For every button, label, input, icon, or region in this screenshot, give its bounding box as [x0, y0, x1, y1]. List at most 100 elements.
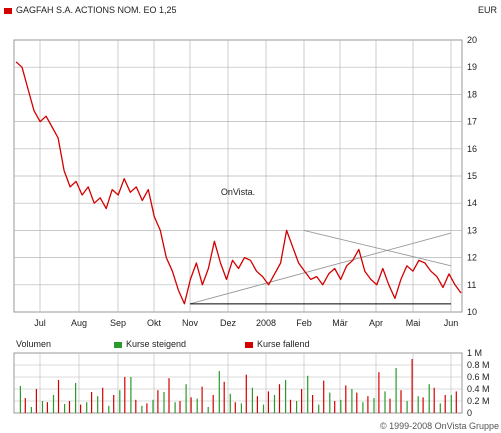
x-tick-label: Jul: [34, 318, 46, 328]
volume-bar-down: [389, 398, 391, 413]
volume-bar-down: [157, 390, 159, 413]
volume-bar-down: [80, 404, 82, 413]
volume-bar-down: [135, 399, 137, 413]
volume-bar-down: [411, 359, 413, 413]
volume-bar-up: [86, 402, 88, 413]
volume-bar-down: [422, 397, 424, 413]
x-tick-label: Mär: [332, 318, 348, 328]
volume-bar-up: [395, 368, 397, 413]
volume-bar-up: [174, 402, 176, 413]
y-tick-label: 20: [467, 35, 477, 45]
y-tick-label: 13: [467, 225, 477, 235]
y-tick-label: 10: [467, 307, 477, 317]
volume-bar-up: [41, 401, 44, 413]
volume-bar-down: [400, 390, 402, 413]
volume-bar-down: [267, 391, 269, 413]
y-tick-label: 16: [467, 144, 477, 154]
volume-bar-up: [296, 401, 298, 413]
x-tick-label: Feb: [296, 318, 312, 328]
copyright: © 1999-2008 OnVista Gruppe: [379, 421, 499, 431]
volume-bar-down: [190, 397, 192, 413]
chart-header: GAGFAH S.A. ACTIONS NOM. EO 1,25 EUR: [4, 5, 497, 19]
legend-down-text: Kurse fallend: [257, 339, 310, 349]
legend-up-text: Kurse steigend: [126, 339, 187, 349]
volume-bar-up: [340, 399, 342, 413]
x-tick-label: Aug: [71, 318, 87, 328]
volume-bar-up: [439, 403, 441, 413]
y-tick-label: 12: [467, 253, 477, 263]
y-tick-label: 11: [467, 280, 476, 290]
volume-bar-up: [262, 404, 265, 413]
volume-y-tick-label: 0.2 M: [467, 396, 490, 406]
volume-bar-down: [323, 380, 325, 413]
y-tick-label: 19: [467, 62, 477, 72]
price-series-line: [15, 61, 462, 305]
chart-title-text: GAGFAH S.A. ACTIONS NOM. EO 1,25: [16, 5, 177, 15]
volume-bar-up: [52, 395, 55, 413]
volume-bar-up: [373, 398, 375, 413]
volume-bar-up: [64, 404, 66, 413]
x-tick-label: Apr: [369, 318, 383, 328]
x-tick-label: Mai: [406, 318, 421, 328]
volume-bar-up: [273, 395, 276, 413]
price-legend-swatch: [4, 7, 12, 14]
volume-bar-up: [185, 384, 187, 413]
volume-bar-down: [378, 372, 380, 413]
volume-bar-down: [46, 402, 48, 413]
volume-bar-up: [362, 402, 364, 413]
volume-bar-down: [57, 380, 60, 413]
volume-bar-up: [75, 383, 77, 413]
volume-bar-up: [318, 404, 320, 413]
volume-bar-down: [433, 387, 435, 413]
legend-down-swatch: [245, 341, 253, 348]
y-tick-label: 15: [467, 171, 477, 181]
volume-bar-down: [102, 387, 104, 413]
volume-label: Volumen: [16, 339, 52, 349]
x-tick-label: Nov: [182, 318, 199, 328]
volume-bar-down: [301, 389, 303, 413]
volume-bar-down: [278, 384, 281, 413]
volume-bar-up: [406, 401, 408, 413]
volume-bar-down: [201, 386, 203, 413]
y-tick-label: 17: [467, 117, 477, 127]
volume-y-tick-label: 1 M: [467, 348, 482, 358]
volume-bar-up: [108, 405, 110, 413]
currency-label: EUR: [477, 5, 497, 15]
volume-bar-down: [234, 402, 236, 413]
chart-title: GAGFAH S.A. ACTIONS NOM. EO 1,25: [4, 5, 177, 15]
volume-bar-down: [289, 399, 292, 413]
volume-y-tick-label: 0.6 M: [467, 372, 490, 382]
volume-bar-up: [285, 380, 287, 413]
volume-bar-up: [307, 375, 309, 413]
legend-up: Kurse steigend: [114, 339, 186, 349]
volume-bar-up: [384, 391, 386, 413]
volume-bar-up: [229, 393, 231, 413]
volume-bar-down: [312, 395, 314, 413]
volume-bar-up: [329, 392, 331, 413]
volume-bar-up: [218, 371, 220, 413]
volume-bar-down: [256, 396, 258, 413]
volume-bar-up: [97, 396, 99, 413]
volume-bar-up: [207, 407, 209, 413]
x-tick-label: Sep: [110, 318, 126, 328]
volume-bar-up: [240, 403, 242, 413]
x-tick-label: Jun: [444, 318, 459, 328]
volume-bar-up: [450, 395, 452, 413]
legend-up-swatch: [114, 341, 122, 348]
price-panel: OnVista. 10 11 12 13 14 15 16 17 18 19 20 Jul Aug Sep O…: [13, 35, 477, 328]
volume-header: Volumen Kurse steigend Kurse fallend: [16, 339, 416, 351]
volume-bar-down: [146, 403, 148, 413]
volume-y-tick-label: 0.4 M: [467, 384, 490, 394]
trend-line: [189, 232, 452, 305]
volume-bar-down: [91, 392, 93, 413]
volume-bar-up: [196, 398, 198, 413]
volume-bar-down: [455, 391, 457, 413]
volume-y-tick-label: 0: [467, 408, 472, 418]
volume-bar-down: [212, 395, 214, 413]
volume-bar-down: [345, 385, 347, 413]
volume-bar-down: [68, 401, 71, 413]
y-tick-label: 14: [467, 198, 477, 208]
volume-bar-up: [417, 396, 419, 413]
volume-panel: 1 M 0.8 M 0.6 M 0.4 M 0.2 M 0: [13, 348, 490, 418]
